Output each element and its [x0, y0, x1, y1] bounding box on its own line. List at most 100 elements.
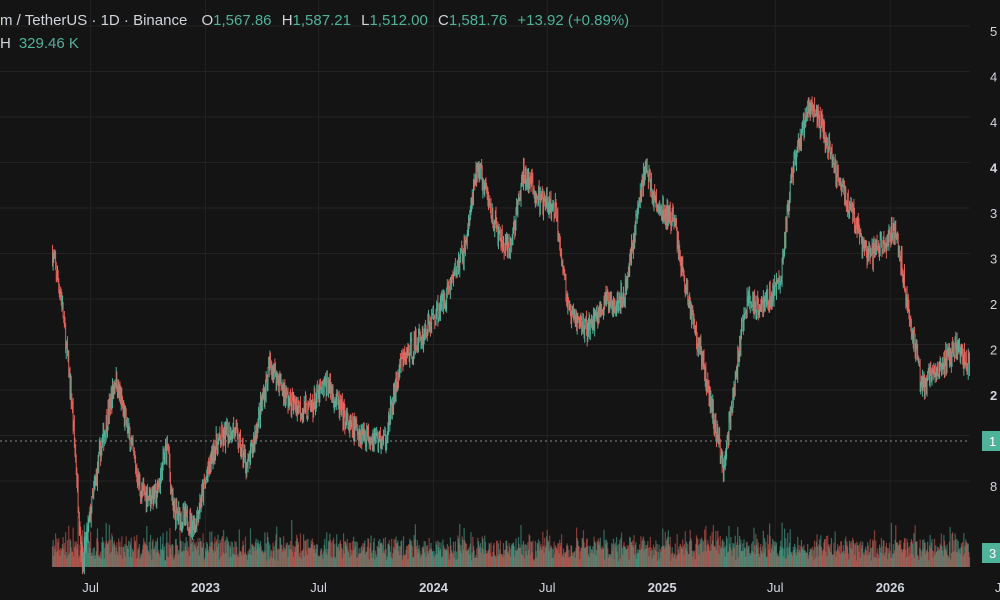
- volume-bar: [660, 547, 663, 567]
- volume-bar: [800, 539, 803, 567]
- volume-bar: [491, 556, 493, 567]
- volume-bar: [400, 541, 402, 567]
- volume-bar: [68, 553, 70, 567]
- volume-bar: [285, 543, 287, 567]
- volume-bar: [631, 545, 633, 567]
- volume-bar: [377, 547, 379, 567]
- volume-bar: [213, 552, 215, 567]
- volume-bar: [419, 557, 422, 567]
- volume-bar: [391, 558, 393, 567]
- volume-bar: [911, 541, 913, 567]
- volume-bar: [788, 543, 791, 567]
- volume-bar: [416, 545, 418, 567]
- volume-bar: [835, 551, 838, 567]
- volume-bar: [482, 538, 484, 567]
- volume-bar: [922, 548, 924, 567]
- volume-bar: [862, 541, 864, 567]
- volume-bar: [133, 550, 135, 567]
- volume-bar: [111, 536, 114, 567]
- volume-bar: [647, 541, 649, 567]
- price-axis[interactable]: 54443322218: [990, 24, 998, 494]
- volume-bar: [139, 556, 142, 567]
- volume-bar: [947, 555, 949, 567]
- symbol-label[interactable]: m / TetherUS · 1D · Binance: [0, 12, 188, 29]
- volume-bar: [519, 548, 521, 567]
- volume-key: H: [0, 35, 11, 52]
- volume-bar: [811, 555, 813, 567]
- volume-bar: [472, 536, 474, 567]
- volume-bar: [460, 544, 462, 567]
- volume-bar: [832, 554, 834, 567]
- volume-bar: [499, 540, 501, 567]
- volume-bar: [89, 548, 91, 567]
- time-axis[interactable]: Jul2023Jul2024Jul2025Jul2026Jul: [82, 580, 1000, 595]
- volume-bar: [794, 546, 796, 567]
- volume-bar: [299, 553, 301, 567]
- volume-bar: [848, 559, 850, 567]
- x-tick-label: Jul: [82, 580, 99, 595]
- volume-bar: [301, 551, 303, 567]
- volume-bar: [417, 552, 419, 567]
- volume-bar: [716, 540, 718, 567]
- volume-bar: [266, 532, 268, 567]
- volume-bar: [185, 537, 187, 567]
- volume-bar: [900, 540, 902, 567]
- volume-bar: [241, 546, 243, 567]
- volume-bar: [950, 559, 952, 567]
- volume-bar: [76, 543, 79, 567]
- volume-bar: [705, 551, 708, 567]
- volume-bar: [692, 550, 694, 567]
- volume-bar: [377, 540, 380, 567]
- volume-bar: [959, 553, 961, 567]
- volume-bar: [407, 544, 410, 567]
- volume-bar: [517, 537, 520, 567]
- volume-bar: [380, 542, 382, 567]
- volume-bar: [253, 545, 255, 567]
- volume-bar: [349, 542, 352, 567]
- volume-bar: [714, 547, 716, 567]
- volume-bar: [490, 542, 492, 567]
- volume-bar: [760, 550, 763, 567]
- volume-bar: [535, 551, 537, 567]
- volume-bar: [803, 550, 806, 567]
- volume-bar: [342, 533, 345, 567]
- volume-bar: [236, 546, 238, 567]
- volume-bar: [187, 551, 189, 567]
- volume-bar: [145, 545, 147, 567]
- volume-bar: [932, 557, 934, 567]
- volume-bar: [604, 559, 606, 567]
- volume-bar: [610, 543, 613, 567]
- volume-bar: [532, 540, 534, 567]
- volume-bar: [156, 541, 158, 567]
- volume-bar: [234, 540, 236, 567]
- volume-bar: [796, 548, 798, 567]
- volume-bar: [938, 550, 940, 567]
- volume-bar: [87, 552, 89, 567]
- volume-bar: [540, 544, 542, 567]
- volume-bar: [412, 556, 415, 567]
- volume-bar: [774, 541, 776, 567]
- volume-bar: [736, 542, 738, 567]
- volume-bar: [295, 540, 297, 567]
- volume-bar: [431, 549, 433, 567]
- volume-bar: [958, 548, 961, 567]
- volume-bar: [933, 538, 936, 567]
- volume-bar: [659, 549, 661, 567]
- volume-bar: [710, 544, 713, 567]
- volume-bar: [780, 540, 782, 567]
- volume-bar: [484, 535, 486, 567]
- volume-bar: [928, 545, 931, 567]
- volume-bar: [734, 548, 736, 567]
- volume-bar: [672, 552, 674, 567]
- volume-bar: [714, 546, 716, 567]
- volume-bar: [637, 549, 639, 567]
- volume-bar: [858, 543, 861, 567]
- volume-bar: [486, 553, 488, 567]
- close-value: 1,581.76: [448, 12, 508, 29]
- volume-bar: [802, 546, 804, 567]
- volume-bar: [660, 552, 662, 567]
- volume-bar: [321, 549, 323, 567]
- volume-bar: [75, 541, 77, 567]
- volume-bar: [53, 545, 55, 567]
